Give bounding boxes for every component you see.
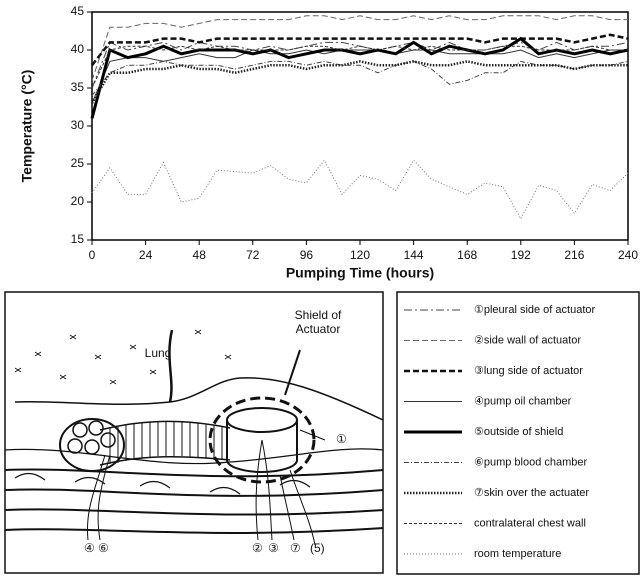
series-line: [91, 60, 629, 96]
lung-label: Lung: [145, 346, 172, 360]
y-tick-label: 25: [71, 156, 85, 170]
legend-label: ①pleural side of actuator: [474, 304, 595, 316]
lung-line: [168, 329, 174, 403]
x-tick-label: 240: [618, 248, 638, 262]
y-axis-label: Temperature (°C): [19, 70, 35, 183]
series-line: [91, 15, 628, 81]
diagram: [4, 291, 384, 574]
marker: ②: [252, 541, 263, 555]
legend-frame: [396, 291, 640, 575]
legend-label: ③lung side of actuator: [474, 365, 583, 377]
x-tick-label: 144: [404, 248, 424, 262]
x-tick-label: 48: [193, 248, 207, 262]
x-tick-label: 24: [139, 248, 153, 262]
x-tick-label: 168: [457, 248, 477, 262]
y-tick-label: 45: [71, 4, 85, 18]
marker: ③: [268, 541, 279, 555]
x-tick-label: 72: [246, 248, 260, 262]
y-tick-label: 30: [71, 118, 85, 132]
series-line: [91, 33, 629, 66]
x-tick-label: 0: [89, 248, 96, 262]
shield-label: Actuator: [296, 322, 341, 336]
legend-label: contralateral chest wall: [474, 517, 586, 529]
y-tick-label: 15: [71, 232, 85, 246]
x-tick-label: 96: [300, 248, 314, 262]
y-tick-label: 20: [71, 194, 85, 208]
legend-label: ②side wall of actuator: [474, 334, 581, 346]
shield-label: Shield of: [295, 308, 342, 322]
series-line: [90, 60, 628, 104]
y-tick-label: 40: [71, 42, 85, 56]
marker: ④: [84, 541, 95, 555]
actuator-body: [226, 420, 298, 473]
marker: ⑥: [98, 541, 109, 555]
rib-layers: [4, 468, 384, 534]
marker: ⑦: [290, 541, 301, 555]
chest-layer: [4, 448, 384, 465]
y-tick-label: 35: [71, 80, 85, 94]
marker: ①: [336, 432, 347, 446]
legend-label: ⑦skin over the actuater: [474, 487, 589, 499]
lung-boundary: [14, 377, 384, 421]
legend-label: ④pump oil chamber: [474, 395, 572, 407]
shield: [208, 396, 316, 484]
legend-label: ⑥pump blood chamber: [474, 456, 588, 468]
series-line: [90, 36, 629, 119]
legend-label: ⑤outside of shield: [474, 426, 563, 438]
series-line: [91, 159, 629, 220]
series-line: [91, 45, 628, 89]
legend-label: room temperature: [474, 548, 561, 560]
diagram-frame: [4, 291, 384, 574]
pump-head: [59, 418, 125, 472]
tissue-marks: [14, 329, 232, 385]
marker: (5): [310, 541, 325, 555]
x-tick-label: 120: [350, 248, 370, 262]
actuator-top: [226, 407, 298, 433]
x-tick-label: 192: [511, 248, 531, 262]
shield-pointer: [284, 349, 301, 396]
leader-lines: [86, 429, 326, 546]
x-tick-label: 216: [564, 248, 584, 262]
ribs: [14, 472, 311, 495]
x-axis-label: Pumping Time (hours): [286, 265, 434, 281]
series-line: [91, 49, 628, 104]
